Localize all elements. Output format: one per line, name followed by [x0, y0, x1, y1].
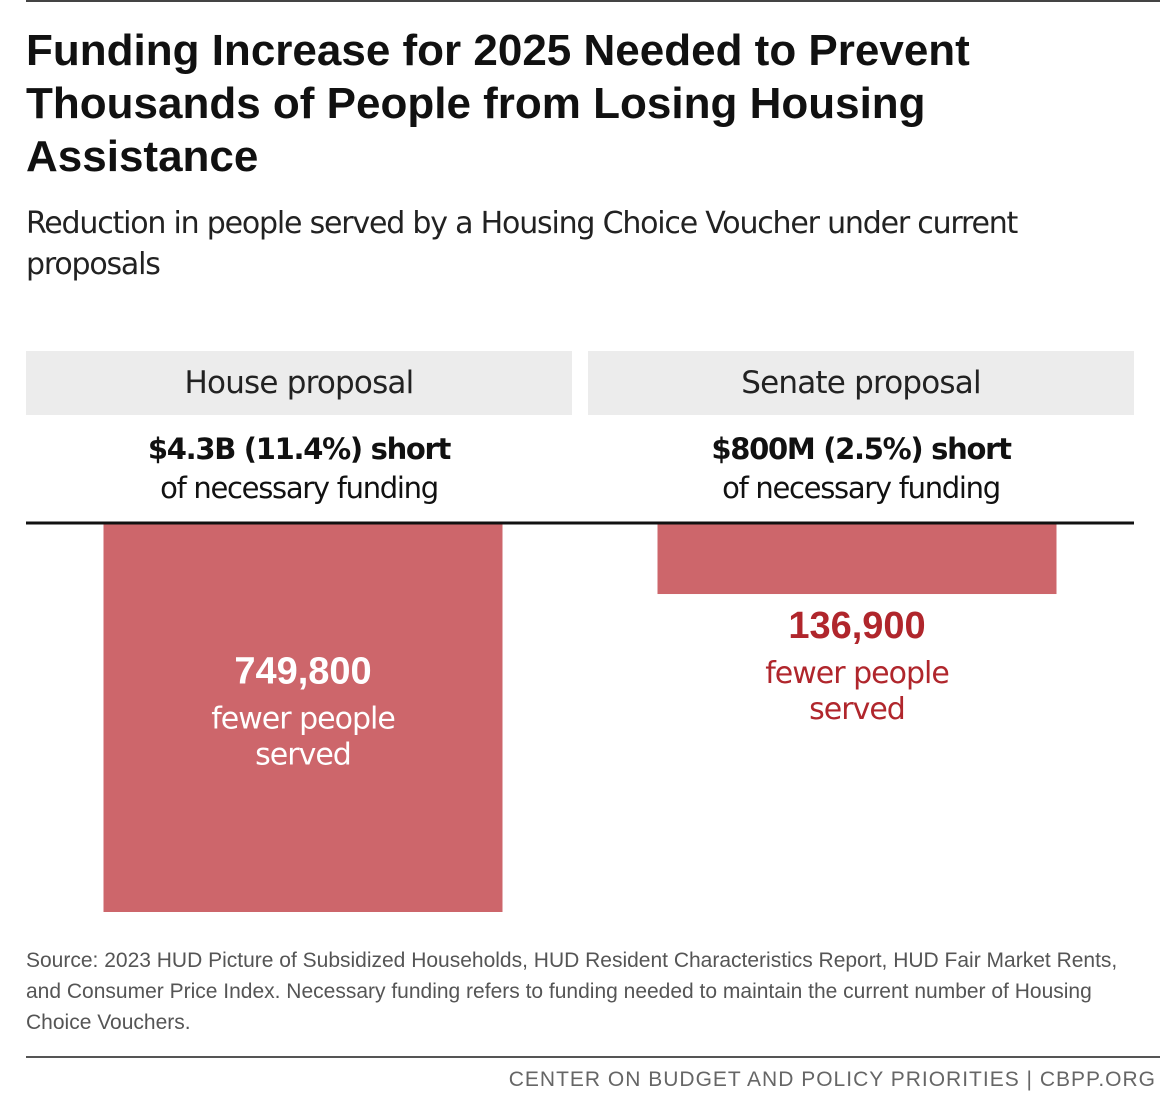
- chart-subtitle: Reduction in people served by a Housing …: [26, 206, 1018, 282]
- footer-credit: CENTER ON BUDGET AND POLICY PRIORITIES |…: [508, 1068, 1156, 1091]
- shortfall-note-house: of necessary funding: [160, 471, 439, 505]
- bar-value-label-0: 749,800: [234, 651, 371, 693]
- bar-caption-1-0: fewer people: [765, 656, 949, 691]
- bar-caption-0-1: served: [255, 738, 351, 773]
- panel-header-house: House proposal: [26, 351, 572, 415]
- bar-0: [103, 524, 503, 912]
- panel-shortfall-senate: $800M (2.5%) short of necessary funding: [588, 430, 1134, 508]
- top-rule: [26, 0, 1160, 2]
- source-note: Source: 2023 HUD Picture of Subsidized H…: [26, 949, 1118, 1034]
- bar-value-label-1: 136,900: [788, 605, 925, 647]
- bar-caption-1-1: served: [809, 692, 905, 727]
- chart-title: Funding Increase for 2025 Needed to Prev…: [26, 26, 970, 181]
- bar-caption-0-0: fewer people: [211, 702, 395, 737]
- shortfall-amount-senate: $800M (2.5%) short: [711, 432, 1012, 466]
- panel-header-senate: Senate proposal: [588, 351, 1134, 415]
- shortfall-note-senate: of necessary funding: [722, 471, 1001, 505]
- panel-shortfall-house: $4.3B (11.4%) short of necessary funding: [26, 430, 572, 508]
- bottom-rule: [26, 1056, 1160, 1058]
- shortfall-amount-house: $4.3B (11.4%) short: [147, 432, 452, 466]
- bar-1: [657, 524, 1057, 595]
